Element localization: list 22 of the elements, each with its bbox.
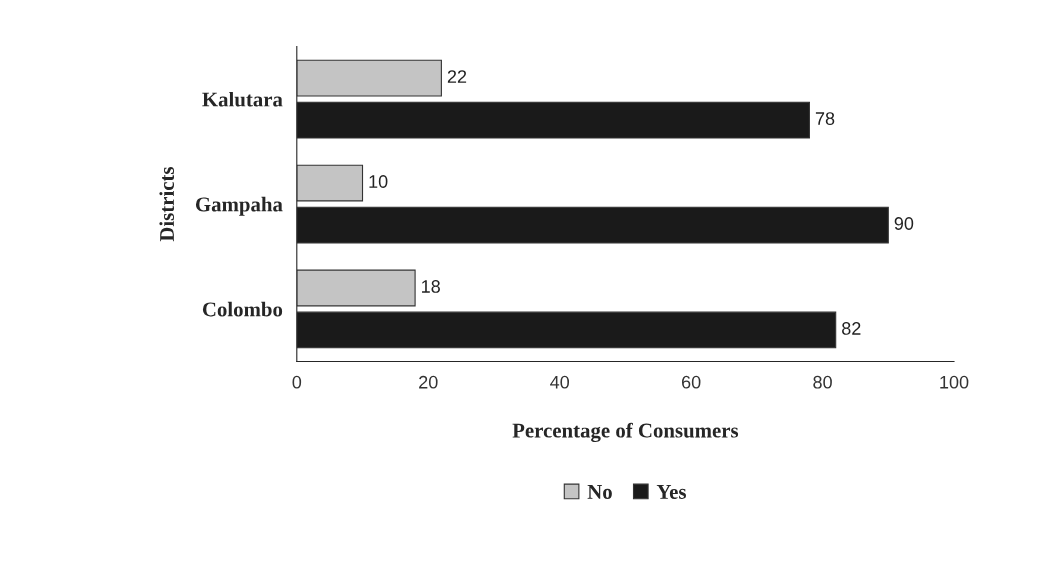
bar: [296, 164, 364, 202]
data-label: 78: [815, 112, 835, 125]
x-tick-label: 40: [550, 375, 570, 389]
x-tick-label: 20: [419, 375, 438, 389]
x-tick-label: 0: [292, 375, 302, 389]
legend-label: Yes: [656, 485, 686, 499]
y-tick-label: Colombo: [202, 301, 283, 317]
data-label: 18: [422, 280, 440, 293]
y-tick-label: Gampaha: [195, 196, 283, 216]
x-tick-label: 60: [682, 375, 701, 389]
bar: [296, 59, 442, 97]
x-tick-label: 100: [940, 375, 969, 389]
legend-label: No: [587, 485, 612, 499]
bar: [296, 269, 416, 307]
data-label: 90: [894, 217, 914, 230]
y-axis-title: Districts: [159, 166, 175, 242]
x-axis-title: Percentage of Consumers: [512, 422, 739, 442]
x-tick-label: 80: [813, 375, 832, 389]
y-tick-label: Kalutara: [202, 91, 283, 107]
data-label: 82: [842, 322, 861, 335]
data-label: 10: [369, 175, 388, 188]
data-label: 22: [447, 70, 467, 83]
